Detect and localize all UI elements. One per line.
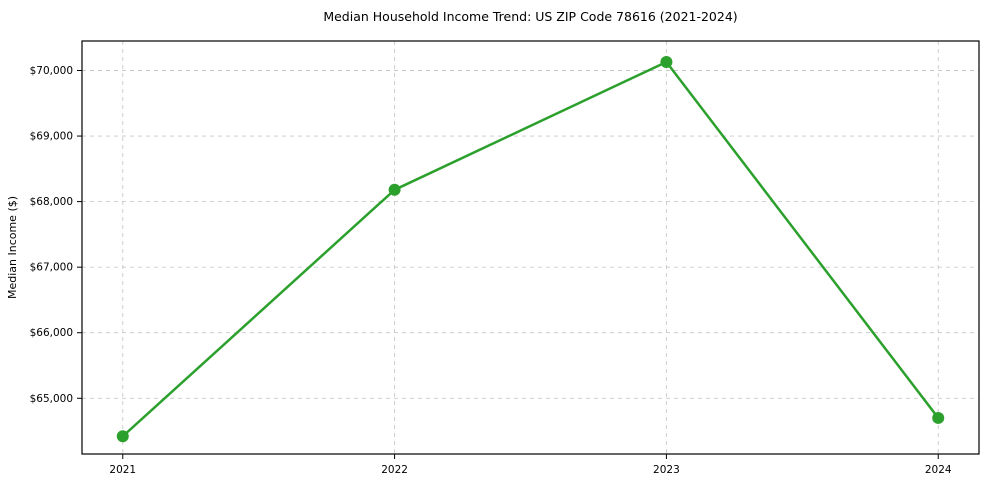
y-tick-label: $70,000 (30, 65, 73, 77)
y-tick-label: $68,000 (30, 196, 73, 208)
y-tick-label: $67,000 (30, 262, 73, 274)
y-axis-label: Median Income ($) (6, 196, 19, 299)
plot-border (81, 40, 980, 455)
plot-area: $65,000 $66,000 $67,000 $68,000 $69,000 $70,0… (30, 40, 980, 476)
data-point (660, 55, 673, 68)
y-tick-label: $65,000 (30, 393, 73, 405)
chart-title: Median Household Income Trend: US ZIP Co… (323, 9, 738, 24)
trend-line (121, 60, 940, 438)
y-tick-label: $66,000 (30, 327, 73, 339)
x-tick-label: 2021 (109, 464, 136, 476)
data-point (388, 183, 401, 196)
x-tick-label: 2022 (381, 464, 408, 476)
data-point (932, 411, 945, 424)
x-tick-label: 2024 (925, 464, 952, 476)
data-point (116, 430, 129, 443)
x-tick-label: 2023 (653, 464, 680, 476)
y-tick-label: $69,000 (30, 131, 73, 143)
